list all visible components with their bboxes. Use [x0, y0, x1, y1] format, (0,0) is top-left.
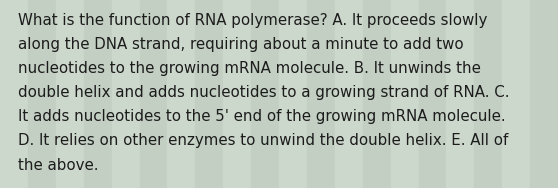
Bar: [502, 0, 530, 188]
Text: along the DNA strand, requiring about a minute to add two: along the DNA strand, requiring about a …: [18, 37, 464, 52]
Bar: [363, 0, 391, 188]
Bar: [251, 0, 279, 188]
Bar: [112, 0, 140, 188]
Bar: [195, 0, 223, 188]
Bar: [307, 0, 335, 188]
Bar: [28, 0, 56, 188]
Bar: [474, 0, 502, 188]
Bar: [167, 0, 195, 188]
Text: the above.: the above.: [18, 158, 99, 173]
Bar: [530, 0, 558, 188]
Bar: [56, 0, 84, 188]
Text: What is the function of RNA polymerase? A. It proceeds slowly: What is the function of RNA polymerase? …: [18, 13, 487, 28]
Bar: [335, 0, 363, 188]
Text: double helix and adds nucleotides to a growing strand of RNA. C.: double helix and adds nucleotides to a g…: [18, 85, 509, 100]
Text: It adds nucleotides to the 5' end of the growing mRNA molecule.: It adds nucleotides to the 5' end of the…: [18, 109, 506, 124]
Bar: [140, 0, 167, 188]
Text: nucleotides to the growing mRNA molecule. B. It unwinds the: nucleotides to the growing mRNA molecule…: [18, 61, 481, 76]
Text: D. It relies on other enzymes to unwind the double helix. E. All of: D. It relies on other enzymes to unwind …: [18, 133, 508, 149]
Bar: [446, 0, 474, 188]
Bar: [391, 0, 418, 188]
Bar: [279, 0, 307, 188]
Bar: [0, 0, 28, 188]
Bar: [84, 0, 112, 188]
Bar: [418, 0, 446, 188]
Bar: [223, 0, 251, 188]
